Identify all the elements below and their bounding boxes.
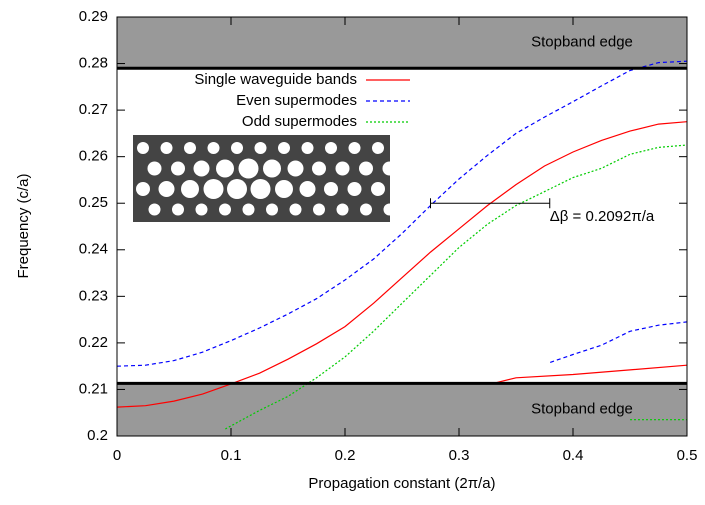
air-hole [160,142,173,154]
air-hole [301,142,314,154]
x-tick-label: 0 [113,447,121,464]
air-hole [254,142,267,154]
stopbands [117,17,687,436]
air-hole [360,203,372,216]
legend-label: Even supermodes [236,92,357,109]
air-hole [336,203,349,216]
air-hole [372,142,384,154]
air-hole [348,142,361,154]
air-hole [299,181,316,197]
legend-label: Single waveguide bands [194,71,357,88]
y-tick-label: 0.24 [79,241,108,258]
air-hole [324,182,338,196]
air-hole [137,142,149,154]
stopband [117,17,687,69]
legend-label: Odd supermodes [242,113,357,130]
air-hole [207,142,220,154]
air-hole [289,203,302,216]
crystal-inset [133,135,397,222]
air-hole [382,161,397,176]
x-tick-label: 0.2 [335,447,356,464]
air-hole [312,161,326,176]
y-tick-label: 0.27 [79,101,108,118]
plot-frame [116,16,688,437]
series-lines [117,60,687,430]
air-hole [216,159,234,178]
air-hole [136,182,150,196]
air-hole [227,179,247,199]
air-hole [335,161,350,176]
air-hole [181,180,199,198]
air-hole [184,142,196,154]
x-tick-label: 0.5 [677,447,698,464]
x-tick-label: 0.4 [563,447,584,464]
air-hole [313,203,325,216]
air-hole [266,203,278,216]
air-hole [172,203,184,216]
y-axis-label: Frequency (c/a) [15,173,32,278]
y-tick-label: 0.28 [79,55,108,72]
stopband [117,383,687,436]
air-hole [250,179,271,199]
y-tick-label: 0.29 [79,8,108,25]
air-hole [359,161,373,176]
series-line [117,60,687,367]
air-hole [203,179,224,199]
foreground: Stopband edge Stopband edge Single wavegui… [79,8,698,464]
y-tick-label: 0.21 [79,380,108,397]
x-tick-label: 0.3 [449,447,470,464]
air-hole [383,203,396,216]
air-hole [347,182,362,196]
air-hole [263,159,281,178]
air-hole [287,160,304,177]
y-tick-label: 0.23 [79,287,108,304]
air-hole [193,160,210,177]
air-hole [275,180,293,198]
air-hole [148,203,161,216]
x-axis-label: Propagation constant (2π/a) [308,475,495,492]
air-hole [147,161,162,176]
air-hole [325,142,337,154]
y-tick-label: 0.22 [79,334,108,351]
y-tick-label: 0.26 [79,148,108,165]
y-tick-label: 0.25 [79,194,108,211]
x-tick-label: 0.1 [221,447,242,464]
stopband-label: Stopband edge [531,34,633,51]
air-hole [238,158,259,179]
air-hole [171,161,185,176]
air-hole [242,203,255,216]
air-hole [195,203,208,216]
stopband-label: Stopband edge [531,401,633,418]
annotation-label: Δβ = 0.2092π/a [550,208,655,225]
air-hole [231,142,243,154]
air-hole [158,181,175,197]
y-tick-label: 0.2 [87,427,108,444]
air-hole [371,182,385,196]
air-hole [219,203,231,216]
series-line [117,121,687,408]
air-hole [278,142,290,154]
